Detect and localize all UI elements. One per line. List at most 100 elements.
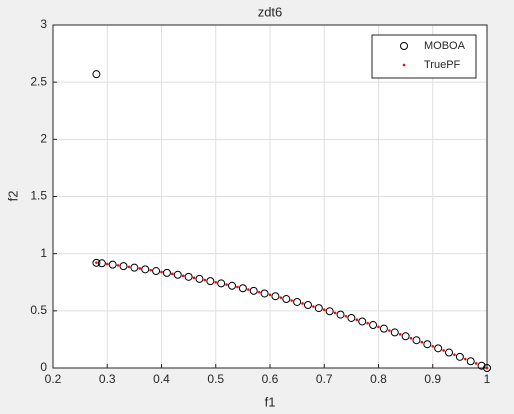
point xyxy=(238,284,247,293)
point xyxy=(412,336,421,345)
legend-marker xyxy=(400,42,408,50)
point xyxy=(184,272,193,281)
point xyxy=(312,305,315,308)
point xyxy=(152,267,161,276)
x-tick-label: 0.4 xyxy=(153,372,170,386)
point xyxy=(160,270,163,274)
point xyxy=(369,321,378,330)
point xyxy=(366,321,369,325)
point xyxy=(203,278,207,282)
point xyxy=(398,333,402,336)
point xyxy=(228,281,237,290)
legend-label: MOBOA xyxy=(424,40,466,52)
y-tick-label: 1.5 xyxy=(30,189,47,203)
point xyxy=(282,295,291,304)
point xyxy=(127,265,131,269)
point xyxy=(247,288,250,291)
point xyxy=(409,336,413,340)
point xyxy=(192,276,196,280)
point xyxy=(92,70,101,79)
point xyxy=(195,274,204,283)
point xyxy=(388,329,391,332)
point xyxy=(336,310,345,319)
point xyxy=(97,259,106,268)
point xyxy=(130,263,139,272)
point xyxy=(314,304,323,313)
x-tick-label: 0.3 xyxy=(99,372,116,386)
point xyxy=(445,348,454,357)
point xyxy=(95,261,98,264)
point xyxy=(279,296,283,299)
point xyxy=(181,274,185,278)
point xyxy=(260,289,269,298)
point xyxy=(293,297,302,306)
chart-title: zdt6 xyxy=(258,4,283,19)
y-tick-label: 3 xyxy=(40,17,47,31)
point xyxy=(119,262,128,271)
point xyxy=(379,324,388,333)
point xyxy=(483,364,491,372)
point xyxy=(303,300,312,309)
point xyxy=(358,317,367,326)
point xyxy=(138,267,142,270)
point xyxy=(420,340,424,344)
point xyxy=(464,357,467,361)
point xyxy=(485,366,489,370)
point xyxy=(455,352,464,361)
point xyxy=(116,264,120,267)
x-tick-label: 0.5 xyxy=(207,372,224,386)
point xyxy=(333,311,337,315)
x-tick-label: 0.8 xyxy=(370,372,387,386)
point xyxy=(453,353,456,356)
x-axis-label: f1 xyxy=(265,394,276,409)
point xyxy=(257,290,261,294)
y-tick-label: 0 xyxy=(40,360,47,374)
point xyxy=(290,299,294,302)
point xyxy=(162,268,171,277)
legend-label: TruePF xyxy=(424,59,461,71)
axes-box xyxy=(52,24,488,369)
point xyxy=(434,344,443,353)
x-tick-label: 0.6 xyxy=(262,372,279,386)
point xyxy=(423,340,432,349)
point xyxy=(347,313,356,322)
point xyxy=(108,260,117,269)
point xyxy=(390,328,399,337)
point xyxy=(322,308,326,311)
point xyxy=(217,279,226,288)
y-tick-label: 2.5 xyxy=(30,74,47,88)
point xyxy=(442,349,445,352)
x-tick-label: 1 xyxy=(484,372,491,386)
point xyxy=(225,283,228,286)
point xyxy=(401,332,410,341)
point xyxy=(171,272,174,276)
point xyxy=(431,344,435,348)
point xyxy=(301,302,304,305)
point xyxy=(268,293,272,297)
point xyxy=(377,325,380,329)
y-tick-label: 0.5 xyxy=(30,303,47,317)
legend-marker xyxy=(402,63,406,67)
point xyxy=(149,268,152,272)
legend-box xyxy=(371,34,477,79)
point xyxy=(271,292,280,301)
point xyxy=(466,357,475,366)
y-axis-label: f2 xyxy=(5,191,20,202)
point xyxy=(477,361,486,370)
y-tick-label: 1 xyxy=(40,246,47,260)
point xyxy=(344,314,348,318)
point xyxy=(92,258,101,267)
point xyxy=(355,318,359,322)
point xyxy=(206,277,215,286)
point xyxy=(214,280,218,284)
point xyxy=(325,307,334,316)
point xyxy=(236,285,239,289)
point xyxy=(249,286,258,295)
point xyxy=(141,265,150,274)
point xyxy=(105,262,109,266)
x-tick-label: 0.2 xyxy=(45,372,62,386)
y-tick-label: 2 xyxy=(40,132,47,146)
x-tick-label: 0.9 xyxy=(424,372,441,386)
point xyxy=(173,270,182,279)
